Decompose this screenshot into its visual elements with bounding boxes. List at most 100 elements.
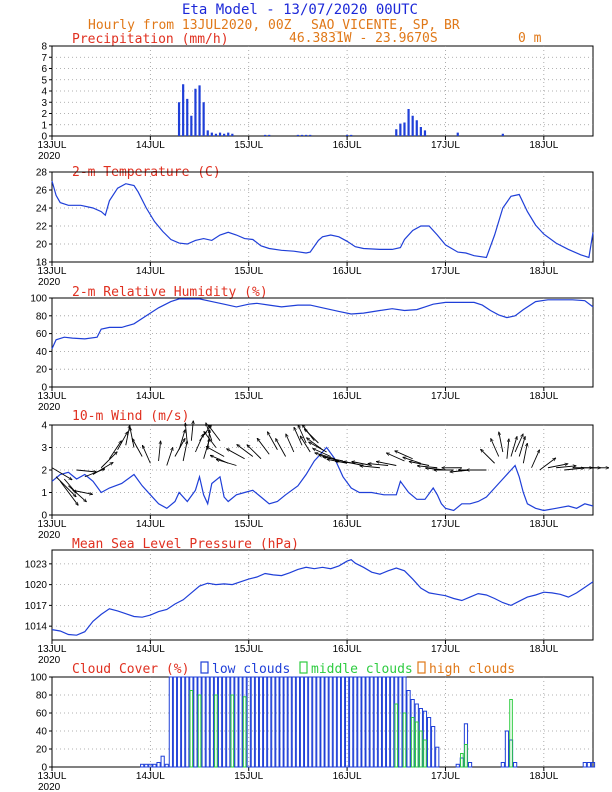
rh-ytick-label-2: 40 (36, 347, 48, 358)
temp-xtick-label-0: 13JUL (38, 266, 67, 277)
cloud-low-bar (205, 676, 210, 768)
cloud-xtick-label-5: 18JUL (529, 771, 558, 782)
rh-xtick-label-1: 14JUL (136, 391, 165, 402)
wind-arrow (190, 421, 193, 441)
rh-ytick-label-5: 100 (30, 294, 47, 305)
precip-bar (345, 134, 349, 136)
cloud-low-bar (586, 762, 592, 768)
cloud-xtick-label-3: 16JUL (333, 771, 362, 782)
legend-low-label: low clouds (212, 662, 290, 677)
cloud-low-bar (365, 676, 370, 768)
cloud-low-bar (349, 676, 354, 768)
wind-arrow (491, 439, 500, 457)
cloud-low-bar (426, 717, 432, 768)
cloud-low-bar (271, 676, 276, 768)
wind-arrow (564, 468, 584, 471)
wind-arrow (309, 442, 327, 453)
cloud-low-bar (398, 676, 403, 768)
precip-xtick-label-4: 17JUL (431, 140, 460, 151)
rh-year-label: 2020 (38, 402, 61, 413)
precip-ytick-label-3: 3 (41, 98, 47, 109)
cloud-low-bar (176, 676, 182, 768)
cloud-low-bar (152, 763, 157, 768)
precip-bar (419, 127, 422, 136)
cloud-low-bar (209, 676, 214, 768)
temp-frame (51, 171, 594, 263)
cloud-low-bar (336, 676, 341, 768)
cloud-mid-bar (402, 712, 407, 768)
cloud-low-bar (353, 676, 358, 768)
precip-bar (423, 130, 427, 136)
cloud-low-bar (287, 676, 292, 768)
cloud-low-bar (181, 676, 186, 768)
wind-arrow (55, 476, 76, 497)
precip-bar (190, 115, 193, 136)
wind-arrow (237, 445, 254, 457)
wind-panel: 0 1 2 3 4 13JUL 14JUL 15JUL 16JUL 17JUL 18JUL 2020 (38, 421, 609, 541)
wind-arrow (522, 443, 527, 464)
precip-year-label: 2020 (38, 151, 61, 162)
mslp-xtick-label-0: 13JUL (38, 644, 67, 655)
cloud-mid-bar (189, 690, 194, 768)
wind-xtick-label-2: 15JUL (234, 519, 263, 530)
wind-arrow (300, 436, 311, 453)
cloud-low-bar (324, 676, 329, 768)
cloud-panel: 0 20 40 60 80 100 13JUL 14JUL 15JUL 16JUL 17JUL 18J… (30, 673, 596, 792)
rh-ytick-label-3: 60 (36, 329, 48, 340)
wind-arrow (514, 434, 523, 453)
cloud-low-bar (377, 676, 382, 768)
rh-xtick-label-2: 15JUL (234, 391, 263, 402)
precip-bar (305, 134, 308, 136)
wind-arrow (117, 432, 128, 450)
temp-ytick-label-1: 20 (36, 240, 48, 251)
precip-bar (300, 134, 304, 136)
panel-title-rh: 2-m Relative Humidity (%) (72, 285, 268, 300)
mslp-ytick-label-2: 1020 (25, 580, 48, 591)
cloud-low-bar (332, 676, 337, 768)
cloud-low-bar (320, 676, 325, 768)
wind-arrow (403, 457, 422, 464)
wind-arrow (323, 457, 344, 462)
temp-ytick-label-0: 18 (36, 258, 48, 269)
wind-arrow (313, 449, 331, 457)
cloud-low-bar (304, 676, 309, 768)
cloud-low-bar (291, 676, 296, 768)
cloud-low-bar (140, 763, 145, 768)
mslp-year-label: 2020 (38, 655, 61, 666)
precip-bar (218, 132, 222, 136)
cloud-low-bar (582, 762, 587, 768)
precip-bar (415, 120, 418, 136)
cloud-xtick-label-2: 15JUL (234, 771, 263, 782)
precip-bar (456, 132, 459, 136)
temp-series-line (51, 180, 594, 259)
cloud-mid-bar (460, 753, 464, 768)
precip-bar (177, 102, 181, 136)
cloud-low-bar (283, 676, 288, 768)
cloud-low-bar (406, 690, 411, 768)
cloud-mid-bar (509, 699, 513, 768)
precip-xtick-label-2: 15JUL (234, 140, 263, 151)
precip-frame (51, 45, 594, 137)
wind-xtick-label-3: 16JUL (333, 519, 362, 530)
precip-bar (501, 133, 504, 136)
wind-arrow (481, 449, 495, 464)
cloud-mid-bar (419, 730, 423, 768)
cloud-low-bar (431, 726, 436, 768)
cloud-legend: low clouds middle clouds high clouds (200, 661, 515, 677)
precip-bar (309, 134, 312, 136)
wind-arrow (298, 425, 307, 444)
station-location: SAO_VICENTE, SP, BR (311, 18, 460, 33)
wind-xtick-label-4: 17JUL (431, 519, 460, 530)
wind-arrow (51, 467, 72, 480)
cloud-low-bar (193, 676, 198, 768)
temp-ytick-label-4: 26 (36, 186, 48, 197)
cloud-mid-bar (242, 696, 247, 768)
wind-arrow (100, 452, 117, 469)
cloud-xtick-label-0: 13JUL (38, 771, 67, 782)
legend-mid-label: middle clouds (311, 662, 413, 677)
panel-title-wind: 10-m Wind (m/s) (72, 409, 189, 424)
cloud-low-bar (504, 730, 510, 768)
temp-xtick-label-3: 16JUL (333, 266, 362, 277)
precip-ytick-label-2: 2 (41, 109, 47, 120)
